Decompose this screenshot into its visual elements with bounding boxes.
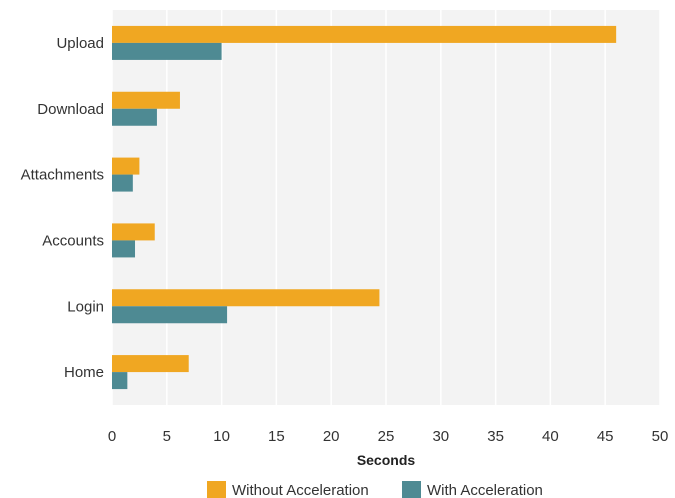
bar-upload-with-acceleration xyxy=(112,42,222,60)
x-axis-title: Seconds xyxy=(357,452,416,468)
x-tick-label: 0 xyxy=(108,428,116,445)
category-label-download: Download xyxy=(37,101,104,118)
bar-accounts-without-acceleration xyxy=(112,223,155,241)
x-tick-label: 35 xyxy=(487,428,504,445)
category-label-login: Login xyxy=(67,298,104,315)
bar-attachments-with-acceleration xyxy=(112,174,133,192)
x-tick-label: 25 xyxy=(378,428,395,445)
category-label-home: Home xyxy=(64,364,104,381)
grid-lines xyxy=(111,10,661,405)
category-labels: Upload Download Attachments Accounts Login Ho… xyxy=(21,35,104,381)
bar-download-without-acceleration xyxy=(112,91,180,109)
legend: Without Acceleration With Acceleration xyxy=(207,481,543,498)
bar-accounts-with-acceleration xyxy=(112,240,136,258)
legend-label-without-acceleration: Without Acceleration xyxy=(232,482,369,498)
legend-swatch-without-acceleration xyxy=(207,481,226,498)
category-label-accounts: Accounts xyxy=(42,232,104,249)
bar-download-with-acceleration xyxy=(112,108,157,126)
bar-login-with-acceleration xyxy=(112,306,228,324)
bar-upload-without-acceleration xyxy=(112,25,617,43)
x-tick-label: 5 xyxy=(163,428,171,445)
x-tick-labels: 0 5 10 15 20 25 30 35 40 45 50 xyxy=(108,428,669,445)
bar-home-with-acceleration xyxy=(112,372,128,390)
bar-login-without-acceleration xyxy=(112,289,380,307)
bar-attachments-without-acceleration xyxy=(112,157,140,175)
x-tick-label: 30 xyxy=(432,428,449,445)
x-tick-label: 10 xyxy=(213,428,230,445)
x-tick-label: 50 xyxy=(652,428,669,445)
x-tick-label: 20 xyxy=(323,428,340,445)
category-label-upload: Upload xyxy=(56,35,104,52)
legend-label-with-acceleration: With Acceleration xyxy=(427,482,543,498)
bars xyxy=(112,25,617,390)
x-tick-label: 15 xyxy=(268,428,285,445)
bar-home-without-acceleration xyxy=(112,355,189,373)
legend-swatch-with-acceleration xyxy=(402,481,421,498)
category-label-attachments: Attachments xyxy=(21,167,104,184)
x-tick-label: 40 xyxy=(542,428,559,445)
x-tick-label: 45 xyxy=(597,428,614,445)
